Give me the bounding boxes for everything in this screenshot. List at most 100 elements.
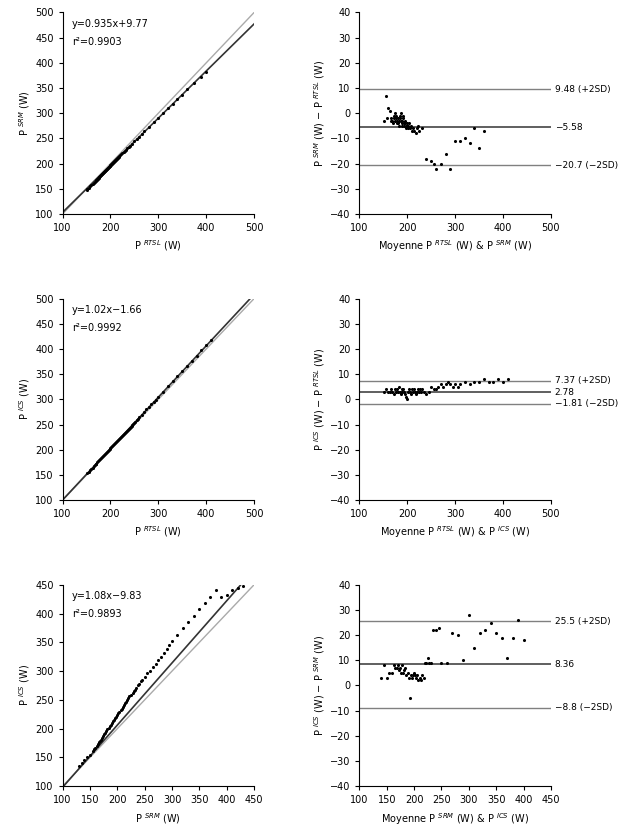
Point [479,373,489,386]
Point [111,435,121,448]
Point [403,119,413,132]
Point [401,390,411,404]
Point [443,375,453,389]
Point [401,388,411,401]
Point [131,681,141,695]
Point [201,339,211,352]
Point [115,431,125,444]
Point [407,671,417,685]
Point [148,116,158,129]
Point [89,460,99,473]
Point [136,128,146,141]
Point [394,385,404,399]
Point [441,147,451,161]
Point [183,616,193,629]
Point [100,165,110,178]
Point [132,133,142,146]
Point [399,116,409,130]
Point [126,420,136,433]
Point [401,669,411,682]
Point [125,139,135,152]
Point [403,666,413,680]
Point [436,157,446,171]
Text: r²=0.9992: r²=0.9992 [72,323,122,333]
Point [413,383,423,396]
Point [397,119,407,132]
Point [411,126,421,140]
Point [390,114,400,127]
Point [395,109,405,122]
Point [197,71,207,84]
Point [139,125,149,138]
Point [91,173,101,186]
Point [384,104,394,117]
Text: −8.8 (−2SD): −8.8 (−2SD) [555,703,612,712]
Point [458,654,468,667]
Point [390,106,400,120]
Point [97,731,107,745]
Point [108,156,118,169]
X-axis label: Moyenne P $^{SRM}$ (W) & P $^{ICS}$ (W): Moyenne P $^{SRM}$ (W) & P $^{ICS}$ (W) [381,811,529,827]
Point [426,380,436,394]
Point [470,121,480,135]
Point [117,429,127,443]
Point [411,671,421,685]
Point [126,688,136,701]
Point [156,650,166,663]
Point [453,380,463,394]
Point [106,158,116,171]
Point [110,153,120,166]
Point [95,734,105,747]
Point [116,702,126,716]
Point [379,659,389,672]
Point [396,666,406,680]
Point [470,641,480,654]
Point [132,414,142,427]
Y-axis label: P $^{ICS}$ (W): P $^{ICS}$ (W) [18,665,32,706]
Point [389,388,399,401]
Point [434,621,444,634]
Point [393,659,403,672]
Point [101,164,111,177]
Point [93,171,103,185]
Text: 7.37 (+2SD): 7.37 (+2SD) [555,376,610,385]
Point [107,716,117,730]
Point [396,114,406,127]
Point [83,467,93,480]
Point [396,106,406,120]
Point [459,375,470,389]
Point [93,171,103,185]
Point [413,119,423,132]
Point [163,102,173,115]
Point [88,177,98,191]
Point [416,674,426,687]
Point [173,369,183,383]
Point [397,659,407,672]
Point [455,378,465,391]
Point [164,638,174,651]
Point [416,385,426,399]
Point [113,150,123,163]
Point [394,119,404,132]
Point [205,591,215,604]
Point [159,646,169,659]
Point [381,383,391,396]
Point [144,120,154,133]
Point [111,152,121,166]
Point [113,706,123,720]
Point [450,378,460,391]
Point [91,458,101,471]
Point [134,677,144,691]
Point [398,383,408,396]
Point [194,603,204,617]
Point [114,150,124,163]
Point [398,111,408,125]
Point [109,155,119,168]
Point [100,164,110,177]
Point [178,622,188,635]
Point [197,344,207,357]
Point [503,373,513,386]
X-axis label: P $^{RTSL}$ (W): P $^{RTSL}$ (W) [135,239,182,254]
Point [484,375,494,389]
Point [107,157,117,171]
